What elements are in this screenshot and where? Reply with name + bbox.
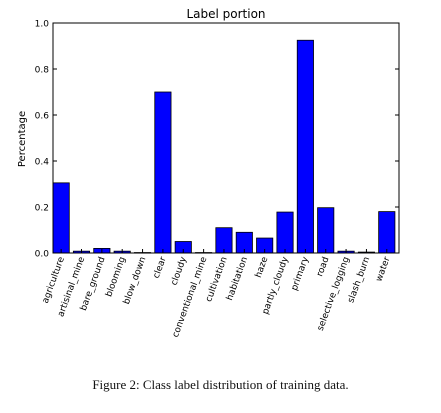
y-axis: 0.0 0.2 0.4 0.6 0.8 1.0 [35,20,399,260]
bar-clear [154,91,172,254]
x-tick-label: haze [254,255,271,279]
bar-water [378,211,396,254]
figure-caption: Figure 2: Class label distribution of tr… [92,377,349,392]
x-tick-label: primary [290,255,312,292]
x-tick-label: habitation [225,256,250,302]
bar-primary [296,39,314,254]
x-axis: agricultureartisinal_minebare_groundbloo… [41,249,393,339]
y-axis-label: Percentage [17,111,28,167]
bar-road [317,207,335,254]
y-tick-label: 0.4 [35,158,50,168]
bar-partly-cloudy [276,211,294,254]
bar-chart: Label portion Percentage 0.0 0.2 0.4 0.6 0.8… [17,7,400,339]
bars-group [52,39,396,254]
x-tick-label: clear [152,255,169,280]
bar-agriculture [52,182,70,254]
x-tick-label: cloudy [170,255,190,287]
x-tick-label: blooming [104,256,128,299]
plot-frame [52,22,400,254]
y-tick-label: 0.0 [35,250,50,260]
x-tick-label: water [374,255,392,283]
y-tick-label: 0.6 [35,112,50,122]
y-tick-label: 0.2 [35,204,49,214]
y-tick-label: 0.8 [35,66,50,76]
chart-title: Label portion [186,7,265,21]
x-tick-label: road [315,256,331,278]
y-tick-label: 1.0 [35,20,50,30]
